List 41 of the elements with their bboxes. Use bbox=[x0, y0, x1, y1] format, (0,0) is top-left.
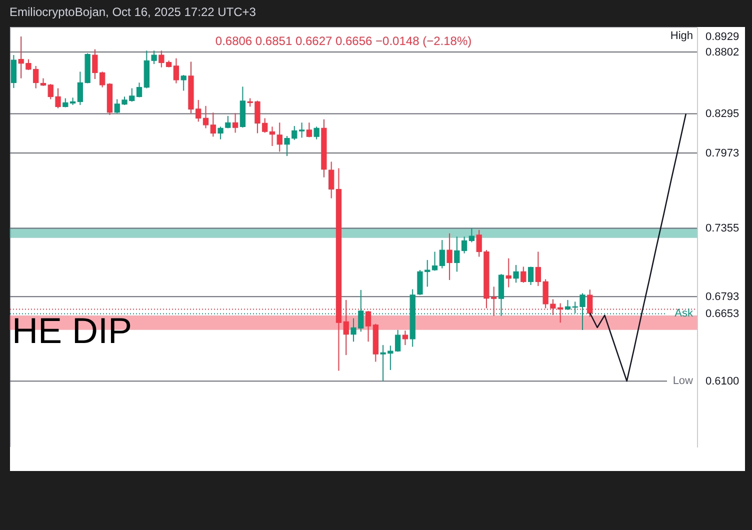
y-tick-label: 0.6793 bbox=[706, 291, 740, 304]
chart-title: EmiliocryptoBojan, Oct 16, 2025 17:22 UTC+3 bbox=[10, 5, 256, 19]
candlestick bbox=[564, 299, 571, 310]
candlestick bbox=[468, 228, 475, 243]
candlestick bbox=[62, 98, 68, 108]
y-tick-label: 0.7973 bbox=[706, 147, 740, 160]
y-tick-label: 0.6100 bbox=[706, 376, 740, 388]
candlestick bbox=[328, 161, 334, 199]
candlestick bbox=[173, 58, 180, 84]
candlestick bbox=[218, 126, 224, 140]
candlestick bbox=[520, 266, 526, 284]
candlestick bbox=[528, 266, 534, 286]
candlestick bbox=[225, 115, 231, 129]
y-tick-label: 0.8295 bbox=[706, 108, 740, 120]
y-tick-label: 0.6653 bbox=[706, 308, 740, 320]
candlestick bbox=[314, 126, 320, 140]
candlestick bbox=[439, 240, 445, 269]
candlestick bbox=[232, 112, 238, 134]
candlestick bbox=[298, 122, 305, 138]
candlestick bbox=[180, 74, 186, 92]
candlestick bbox=[202, 105, 209, 129]
candlestick bbox=[432, 251, 438, 272]
ref-line-label: Ask bbox=[674, 308, 694, 320]
ref-line-label: Low bbox=[672, 375, 694, 388]
candlestick bbox=[210, 112, 216, 138]
candlestick bbox=[506, 258, 512, 288]
y-tick-label: 0.8802 bbox=[706, 46, 740, 58]
annotation: HE DIP bbox=[12, 310, 132, 351]
candlestick bbox=[276, 122, 282, 152]
candlestick bbox=[513, 264, 519, 284]
candlestick bbox=[136, 82, 142, 98]
annotation: High bbox=[670, 30, 693, 42]
candlestick bbox=[402, 330, 408, 346]
candlestick bbox=[365, 310, 372, 342]
y-tick-label: 0.7355 bbox=[706, 222, 740, 235]
candlestick bbox=[306, 122, 312, 138]
candlestick bbox=[10, 54, 17, 89]
candlestick bbox=[269, 126, 276, 147]
y-tick-label: 0.8929 bbox=[706, 31, 740, 43]
annotation: 0.6806 0.6851 0.6627 0.6656 −0.0148 (−2.18%) bbox=[215, 34, 472, 48]
candlestick bbox=[446, 232, 452, 280]
